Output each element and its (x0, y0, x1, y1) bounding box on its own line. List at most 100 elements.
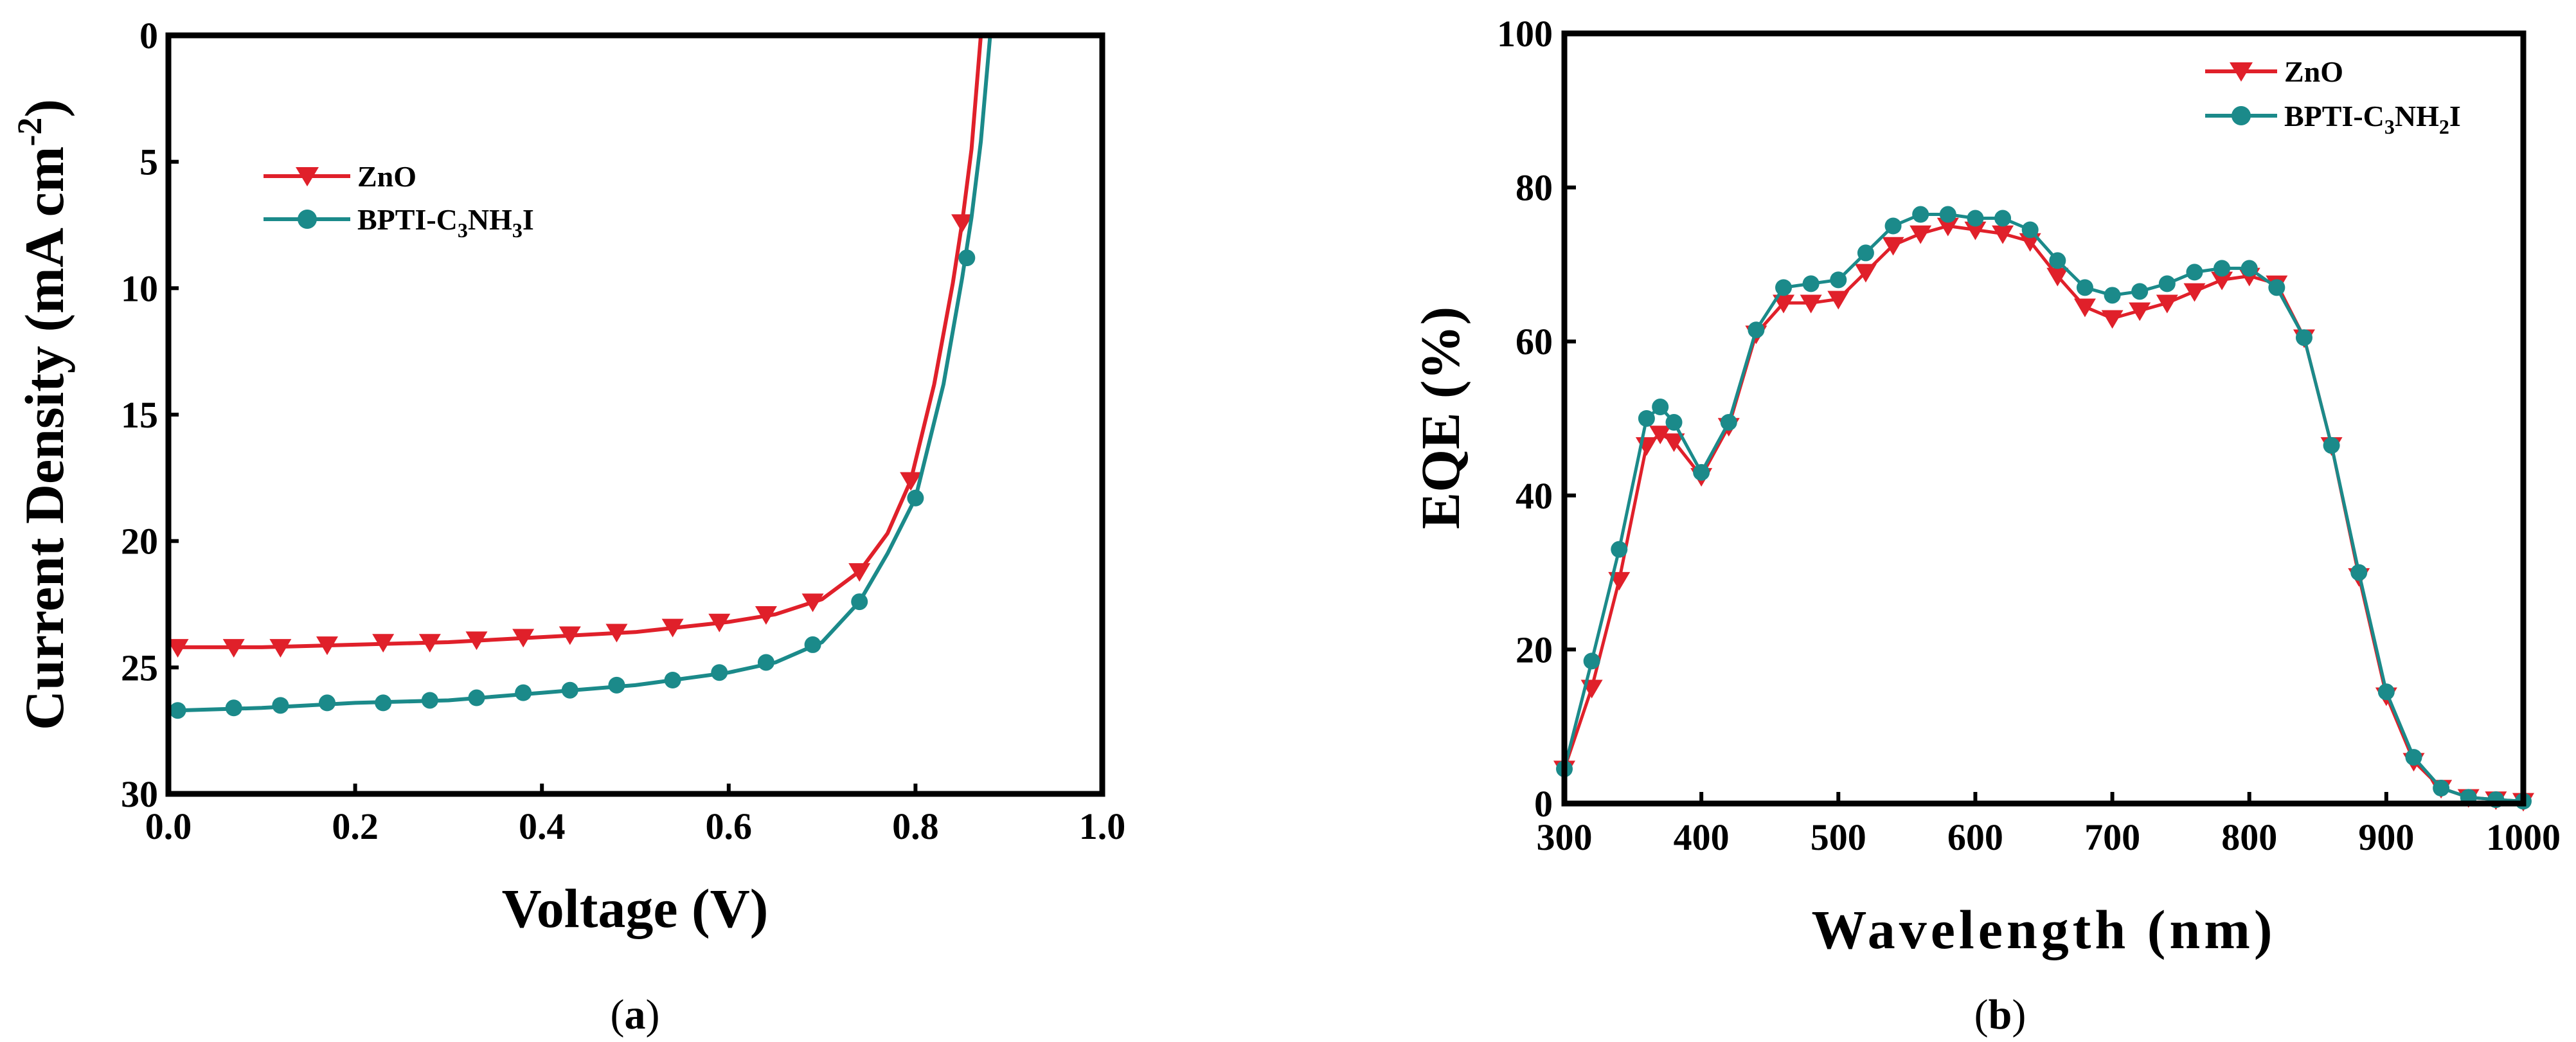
panel-a-point-bpti-c3nh3i-12 (757, 654, 774, 671)
panel-a-xtick-label-5: 1.0 (1079, 805, 1126, 847)
panel-b-xtick-label-5: 800 (2221, 816, 2277, 858)
panel-a-series-line-bpti-c3nh3i (177, 35, 992, 713)
panel-b-point-bpti-c3nh2i-33 (2433, 780, 2450, 797)
panel-b-x-axis-title: Wavelength (nm) (1811, 899, 2276, 960)
panel-b-point-bpti-c3nh2i-31 (2377, 683, 2395, 701)
panel-a-point-zno-13 (801, 593, 824, 613)
panel-b-point-bpti-c3nh2i-11 (1830, 271, 1847, 289)
panel-a-ytick-label-6: 30 (121, 773, 158, 815)
panel-a-series-line-zno (177, 35, 983, 649)
panel-a-point-zno-0 (166, 639, 189, 658)
panel-a-ytick-label-0: 0 (139, 15, 158, 57)
panel-b-point-bpti-c3nh2i-6 (1693, 463, 1710, 481)
panel-b-ytick-label-1: 20 (1516, 629, 1553, 670)
panel-b-legend-item-zno: ZnO (2205, 55, 2343, 88)
panel-b-series-line-zno (1562, 224, 2524, 803)
panel-a-point-zno-4 (372, 634, 395, 653)
panel-b-legend-marker-bpti (2232, 106, 2251, 125)
panel-a-point-zno-10 (661, 618, 684, 638)
panel-a-point-bpti-c3nh3i-0 (169, 702, 186, 719)
panel-b-point-bpti-c3nh2i-3 (1638, 410, 1655, 427)
panel-b-series-line-bpti-c3nh2i (1562, 213, 2524, 803)
panel-b-point-bpti-c3nh2i-25 (2214, 260, 2231, 277)
panel-a-legend-marker-zno (296, 167, 319, 186)
panel-b-xtick-label-3: 600 (1947, 816, 2003, 858)
panel-a-point-zno-15 (900, 472, 922, 491)
panel-b-point-zno-9 (1773, 294, 1795, 314)
panel-a-y-axis-title: Current Density (mA cm-2) (10, 99, 75, 730)
panel-b-xtick-label-7: 1000 (2486, 816, 2561, 858)
panel-a-xtick-label-3: 0.6 (706, 805, 753, 847)
panel-b-point-bpti-c3nh2i-19 (2049, 252, 2066, 269)
panel-b-point-bpti-c3nh2i-9 (1775, 279, 1793, 296)
panel-a-point-bpti-c3nh3i-2 (272, 697, 289, 714)
panel-b-point-bpti-c3nh2i-4 (1652, 399, 1669, 416)
panel-b-point-bpti-c3nh2i-17 (1994, 210, 2012, 227)
panel-b-ytick-label-5: 100 (1497, 13, 1553, 55)
panel-b-point-bpti-c3nh2i-16 (1967, 210, 1984, 227)
panel-b-eqe-chart: 300 400 500 600 700 800 900 1000 0 20 40 60 80 100 W… (1409, 13, 2561, 1038)
panel-b-x-tick-labels: 300 400 500 600 700 800 900 1000 (1537, 816, 2561, 858)
panel-b-point-bpti-c3nh2i-23 (2158, 275, 2176, 292)
panel-a-legend-label-zno: ZnO (357, 160, 416, 193)
panel-b-caption: (b) (1974, 991, 2026, 1038)
panel-b-point-bpti-c3nh2i-10 (1802, 275, 1820, 292)
panel-b-point-zno-12 (1854, 264, 1877, 283)
panel-b-y-axis-title: EQE (%) (1409, 307, 1471, 529)
panel-a-caption: (a) (611, 991, 660, 1038)
panel-b-point-zno-5 (1663, 433, 1685, 453)
panel-b-point-bpti-c3nh2i-12 (1857, 244, 1874, 262)
panel-b-y-tick-labels: 0 20 40 60 80 100 (1497, 13, 1553, 825)
panel-a-point-bpti-c3nh3i-6 (468, 689, 485, 706)
panel-b-point-bpti-c3nh2i-1 (1583, 652, 1600, 670)
panel-a-point-zno-12 (755, 606, 777, 625)
panel-b-legend-label-zno: ZnO (2284, 55, 2343, 88)
panel-b-point-zno-11 (1827, 291, 1850, 310)
panel-b-point-bpti-c3nh2i-24 (2186, 264, 2203, 281)
panel-a-legend-label-bpti: BPTI-C3NH3I (357, 203, 534, 242)
panel-b-xtick-label-4: 700 (2084, 816, 2140, 858)
panel-a-xtick-label-1: 0.2 (332, 805, 379, 847)
panel-b-point-bpti-c3nh2i-29 (2323, 436, 2340, 454)
panel-a-point-bpti-c3nh3i-1 (225, 699, 242, 717)
panel-a-legend-item-bpti: BPTI-C3NH3I (264, 203, 534, 242)
panel-b-point-bpti-c3nh2i-30 (2350, 564, 2368, 581)
panel-a-point-zno-2 (269, 639, 292, 658)
panel-a-xtick-label-2: 0.4 (519, 805, 566, 847)
panel-a-point-zno-8 (559, 626, 581, 645)
panel-a-ytick-label-4: 20 (121, 521, 158, 562)
panel-b-point-bpti-c3nh2i-15 (1939, 206, 1956, 223)
panel-b-ytick-label-3: 60 (1516, 321, 1553, 363)
panel-b-legend: ZnO BPTI-C3NH2I (2205, 55, 2461, 138)
panel-a-point-zno-3 (316, 636, 339, 656)
panel-b-point-zno-13 (1882, 237, 1904, 256)
panel-a-point-zno-9 (605, 624, 628, 643)
panel-a-ytick-label-2: 10 (121, 267, 158, 309)
panel-a-point-bpti-c3nh3i-9 (608, 676, 625, 694)
panel-a-point-bpti-c3nh3i-4 (375, 694, 392, 712)
panel-b-point-zno-16 (1964, 221, 1987, 240)
panel-a-point-zno-14 (848, 563, 871, 582)
panel-b-xtick-label-0: 300 (1537, 816, 1593, 858)
panel-b-ytick-label-0: 0 (1534, 783, 1553, 825)
panel-b-point-zno-22 (2129, 302, 2151, 321)
panel-b-point-bpti-c3nh2i-5 (1665, 413, 1683, 431)
panel-a-plot-frame (165, 32, 1105, 797)
panel-a-tick-marks (166, 33, 1104, 796)
panel-a-point-bpti-c3nh3i-11 (711, 664, 728, 681)
panel-b-point-bpti-c3nh2i-22 (2131, 283, 2149, 300)
panel-b-legend-item-bpti: BPTI-C3NH2I (2205, 100, 2461, 138)
panel-b-ytick-label-4: 80 (1516, 167, 1553, 209)
panel-b-ytick-label-2: 40 (1516, 475, 1553, 517)
panel-a-legend-marker-bpti (298, 210, 317, 229)
panel-b-series-layer (1553, 206, 2534, 812)
panel-a-point-bpti-c3nh3i-13 (804, 636, 821, 653)
panel-b-legend-label-bpti: BPTI-C3NH2I (2284, 100, 2461, 138)
panel-b-plot-frame (1561, 30, 2527, 807)
panel-b-point-zno-14 (1910, 225, 1932, 244)
panel-a-point-bpti-c3nh3i-5 (421, 692, 438, 709)
panel-a-point-zno-1 (222, 639, 245, 658)
panel-b-point-bpti-c3nh2i-20 (2076, 279, 2093, 296)
panel-b-point-zno-15 (1936, 217, 1959, 237)
